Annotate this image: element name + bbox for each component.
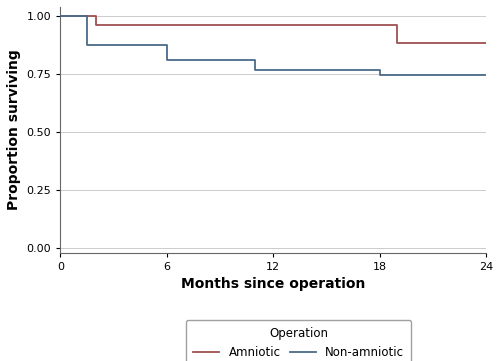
Legend: Amniotic, Non-amniotic: Amniotic, Non-amniotic: [186, 320, 412, 361]
Amniotic: [92, 23, 98, 28]
Non-amniotic: [412, 73, 418, 78]
Non-amniotic: [252, 68, 258, 72]
Non-amniotic: [376, 68, 382, 72]
Amniotic: [394, 41, 400, 45]
Amniotic: [58, 14, 64, 18]
Non-amniotic: [58, 14, 64, 18]
Amniotic: [92, 14, 98, 18]
Non-amniotic: [84, 14, 90, 18]
Amniotic: [483, 41, 489, 45]
Non-amniotic: [164, 43, 170, 47]
Non-amniotic: [483, 73, 489, 78]
Non-amniotic: [164, 58, 170, 62]
Line: Non-amniotic: Non-amniotic: [60, 16, 486, 75]
Non-amniotic: [84, 43, 90, 47]
Line: Amniotic: Amniotic: [60, 16, 486, 43]
Non-amniotic: [252, 58, 258, 62]
X-axis label: Months since operation: Months since operation: [181, 277, 366, 291]
Non-amniotic: [376, 73, 382, 78]
Amniotic: [394, 23, 400, 28]
Non-amniotic: [412, 73, 418, 78]
Y-axis label: Proportion surviving: Proportion surviving: [7, 49, 21, 210]
